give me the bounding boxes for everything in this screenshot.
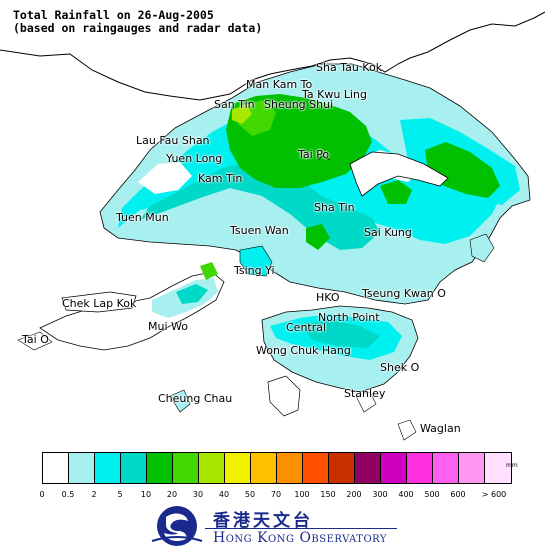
legend-swatch — [147, 453, 173, 483]
legend-tick-label: 100 — [294, 490, 310, 499]
rain-zone-yellow-green — [232, 104, 252, 124]
dry-patch-yuen-long — [138, 162, 192, 194]
hk-island-teal — [300, 320, 380, 348]
place-label: Tai Po — [298, 148, 330, 161]
legend-tick-label: 10 — [140, 490, 152, 499]
legend-swatch — [95, 453, 121, 483]
place-label: Waglan — [420, 422, 461, 435]
legend-tick-label: > 600 — [481, 490, 507, 499]
tai-o-coast — [17, 331, 53, 351]
observatory-logo-icon — [151, 506, 203, 546]
legend-tick-label: 5 — [117, 490, 123, 499]
legend-swatch — [251, 453, 277, 483]
place-label: HKO — [316, 291, 340, 304]
legend-swatch — [485, 453, 511, 483]
legend-tick-label: 50 — [244, 490, 256, 499]
place-label: Mui Wo — [148, 320, 188, 333]
legend-swatch — [277, 453, 303, 483]
legend-tick-label: 300 — [372, 490, 388, 499]
place-label: Sheung Shui — [264, 98, 334, 111]
logo-divider — [205, 528, 397, 529]
legend-swatch — [303, 453, 329, 483]
tung-lung-island — [397, 419, 417, 441]
place-label: Sha Tau Kok — [316, 61, 383, 74]
map-title: Total Rainfall on 26-Aug-2005 — [13, 8, 214, 22]
place-label: Tuen Mun — [116, 211, 169, 224]
legend-tick-label: 200 — [346, 490, 362, 499]
cheung-chau-island — [169, 389, 191, 413]
tolo-harbour — [349, 151, 449, 197]
place-label: Central — [286, 321, 327, 334]
place-label: Man Kam To — [246, 78, 313, 91]
organization-name-english: Hong Kong Observatory — [213, 530, 387, 546]
legend-tick-label: 600 — [450, 490, 466, 499]
legend-tick-label: 20 — [166, 490, 178, 499]
place-label: San Tin — [214, 98, 255, 111]
place-label: North Point — [318, 311, 380, 324]
legend-tick-label: 70 — [270, 490, 282, 499]
place-label: Lau Fau Shan — [136, 134, 210, 147]
place-label: Tsing Yi — [234, 264, 275, 277]
map-subtitle: (based on raingauges and radar data) — [13, 21, 263, 35]
legend-swatch — [433, 453, 459, 483]
place-label: Kam Tin — [198, 172, 243, 185]
legend-tick-label: 30 — [192, 490, 204, 499]
place-label: Chek Lap Kok — [62, 297, 137, 310]
place-label: Sha Tin — [314, 201, 355, 214]
lantau-teal — [176, 284, 208, 304]
legend-swatch — [173, 453, 199, 483]
legend-swatch — [355, 453, 381, 483]
place-label: Stanley — [344, 387, 386, 400]
place-label: Tai O — [22, 333, 49, 346]
legend-tick-label: 400 — [398, 490, 414, 499]
tsing-yi-island — [239, 245, 273, 277]
po-toi-island — [355, 391, 377, 413]
mainland-boundary — [0, 11, 545, 101]
legend-swatch — [381, 453, 407, 483]
place-label: Wong Chuk Hang — [256, 344, 351, 357]
legend-swatch — [459, 453, 485, 483]
legend-tick-label: 150 — [320, 490, 336, 499]
legend-swatch — [121, 453, 147, 483]
sai-kung-islands — [469, 233, 495, 263]
place-label: Tseung Kwan O — [362, 287, 446, 300]
rain-zone-green-small — [380, 180, 412, 204]
legend-swatch — [407, 453, 433, 483]
place-label: Tsuen Wan — [230, 224, 289, 237]
place-label: Cheung Chau — [158, 392, 233, 405]
legend-tick-label: 0.5 — [61, 490, 75, 499]
lantau-green — [200, 262, 218, 280]
legend-swatch — [329, 453, 355, 483]
rainfall-legend — [42, 452, 512, 484]
rain-zone-green-east — [425, 142, 500, 198]
airport-island — [61, 291, 137, 313]
tai-po-station-marker — [317, 151, 331, 161]
lamma-island — [267, 375, 301, 417]
legend-tick-label: 500 — [424, 490, 440, 499]
place-label: Shek O — [380, 361, 420, 374]
rain-zone-green-shatin — [306, 224, 330, 250]
legend-unit: mm — [506, 462, 518, 469]
place-label: Sai Kung — [364, 226, 412, 239]
legend-tick-label: 40 — [218, 490, 230, 499]
place-label: Ta Kwu Ling — [302, 88, 367, 101]
legend-swatch — [199, 453, 225, 483]
legend-tick-label: 0 — [39, 490, 45, 499]
place-label: Yuen Long — [166, 152, 223, 165]
legend-swatch — [69, 453, 95, 483]
legend-swatch — [43, 453, 69, 483]
legend-swatch — [225, 453, 251, 483]
organization-name-chinese: 香港天文台 — [213, 511, 313, 531]
legend-tick-label: 2 — [91, 490, 97, 499]
